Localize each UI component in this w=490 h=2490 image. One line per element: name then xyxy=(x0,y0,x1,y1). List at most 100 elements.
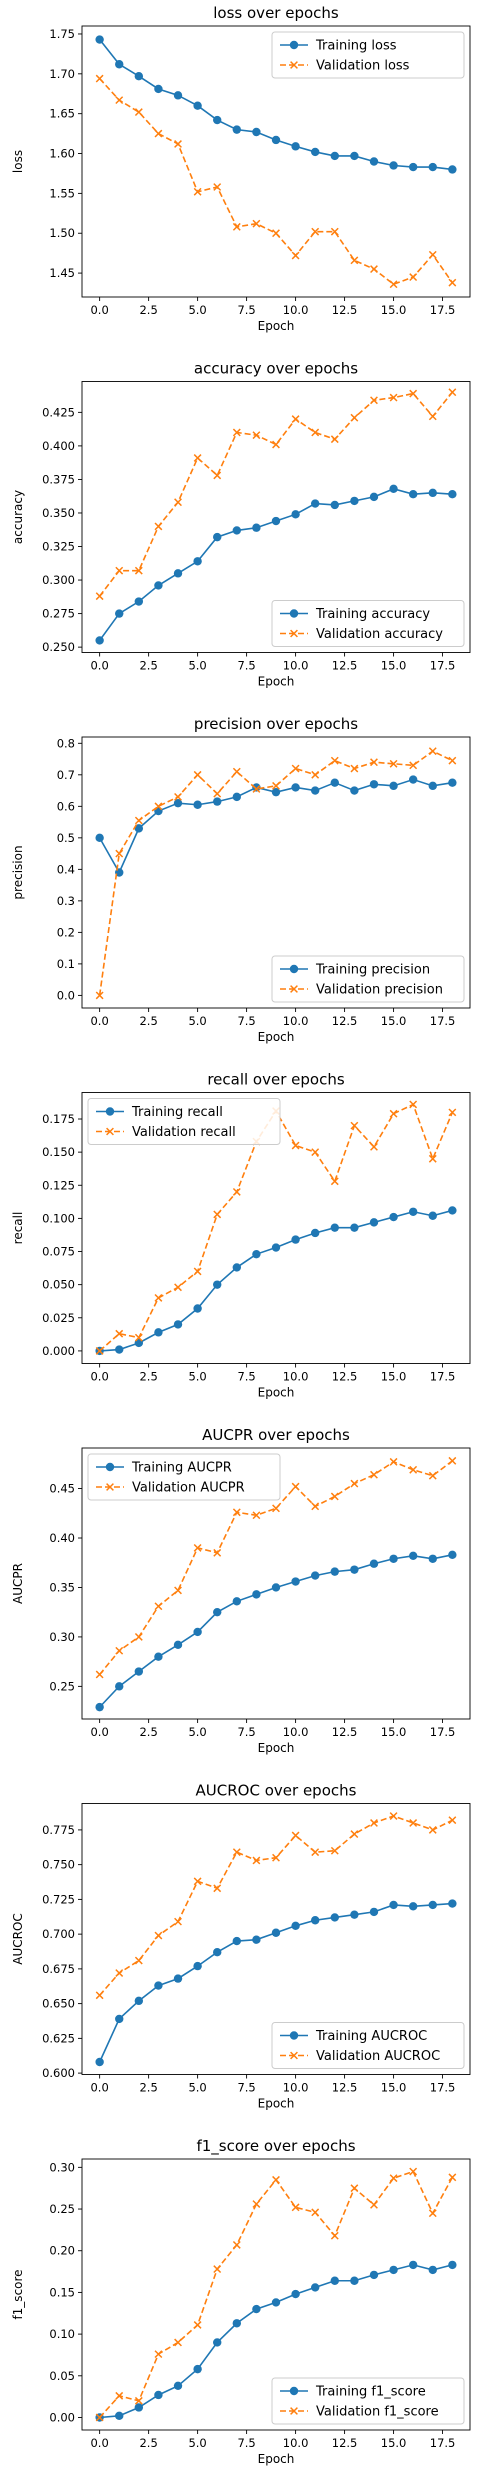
y-tick-label: 0.175 xyxy=(42,1112,75,1126)
x-tick-label: 0.0 xyxy=(90,2081,108,2095)
data-point-validation xyxy=(370,1819,378,1827)
data-point-validation xyxy=(213,1548,222,1557)
data-point-validation xyxy=(272,2175,280,2184)
data-point-training xyxy=(134,597,144,606)
chart-title: recall over epochs xyxy=(207,1071,345,1089)
data-point-validation xyxy=(428,412,437,421)
data-point-validation xyxy=(291,2203,300,2212)
legend-label-validation: Validation accuracy xyxy=(316,627,443,642)
data-point-training xyxy=(173,1640,183,1650)
y-tick-label: 0.300 xyxy=(42,573,75,587)
x-axis-label: Epoch xyxy=(258,1386,295,1400)
data-point-training xyxy=(193,1961,202,1971)
x-tick-label: 17.5 xyxy=(430,2081,456,2095)
data-point-training xyxy=(232,1597,242,1606)
legend: Training AUCPR Validation AUCPR xyxy=(87,1453,281,1501)
x-tick-label: 2.5 xyxy=(139,1725,157,1739)
data-point-validation xyxy=(409,1819,418,1827)
x-tick-label: 7.5 xyxy=(237,2081,255,2095)
x-tick-label: 2.5 xyxy=(139,2436,157,2450)
x-tick-label: 15.0 xyxy=(381,303,407,317)
y-axis-label: recall xyxy=(11,1212,25,1245)
data-point-validation xyxy=(350,764,359,773)
data-point-training xyxy=(330,1223,339,1232)
data-point-validation xyxy=(272,1853,280,1862)
y-axis-label: AUCROC xyxy=(11,1913,25,1965)
x-axis-label: Epoch xyxy=(258,1030,295,1044)
data-point-training xyxy=(173,569,183,578)
data-point-validation xyxy=(272,229,280,238)
data-point-training xyxy=(154,1981,163,1990)
y-axis-label: accuracy xyxy=(11,490,25,544)
y-tick-label: 0.45 xyxy=(49,1482,75,1496)
y-tick-label: 0.775 xyxy=(42,1823,75,1837)
x-tick-label: 2.5 xyxy=(139,2081,157,2095)
x-axis-label: Epoch xyxy=(258,2097,295,2111)
legend-box xyxy=(271,600,465,647)
x-axis-label: Epoch xyxy=(258,675,295,689)
data-point-validation xyxy=(134,566,143,575)
data-point-validation xyxy=(409,2167,418,2176)
x-tick-label: 10.0 xyxy=(283,659,309,673)
legend-marker-training xyxy=(105,1462,115,1472)
data-point-training xyxy=(271,516,281,526)
data-point-training xyxy=(389,1900,398,1910)
data-point-validation xyxy=(409,1100,418,1109)
data-point-training xyxy=(408,162,418,172)
x-tick-label: 2.5 xyxy=(139,659,157,673)
data-point-training xyxy=(271,2298,281,2307)
y-tick-label: 0.30 xyxy=(49,2160,75,2174)
data-point-training xyxy=(330,500,339,510)
data-point-training xyxy=(428,2265,437,2275)
x-tick-label: 2.5 xyxy=(139,1370,157,1384)
data-point-training xyxy=(389,781,398,791)
y-tick-label: 0.1 xyxy=(57,957,75,971)
data-point-training xyxy=(193,2364,202,2374)
data-point-validation xyxy=(291,1831,300,1840)
data-point-training xyxy=(193,800,202,809)
data-point-validation xyxy=(252,219,261,228)
data-point-validation xyxy=(409,273,418,282)
x-tick-label: 0.0 xyxy=(90,1370,108,1384)
data-point-validation xyxy=(350,413,359,422)
data-point-training xyxy=(232,1263,242,1272)
data-point-training xyxy=(134,1667,144,1676)
data-point-validation xyxy=(213,183,222,191)
y-tick-label: 1.70 xyxy=(49,67,75,81)
data-point-training xyxy=(271,1243,281,1252)
x-tick-label: 7.5 xyxy=(237,1725,255,1739)
legend-box xyxy=(271,2022,465,2069)
x-tick-label: 5.0 xyxy=(188,1014,206,1028)
data-point-training xyxy=(448,1899,457,1908)
y-tick-label: 0.075 xyxy=(42,1245,75,1259)
x-tick-label: 12.5 xyxy=(332,303,358,317)
y-tick-label: 0.00 xyxy=(49,2410,75,2424)
data-point-training xyxy=(350,1223,359,1232)
chart-aucpr: AUCPR over epochs 0.0 2.5 5.0 7.5 10.0 12.5 15.… xyxy=(11,1426,471,1755)
y-tick-label: 0.600 xyxy=(42,2066,75,2080)
data-point-validation xyxy=(291,415,300,423)
data-point-training xyxy=(291,1235,300,1244)
legend-label-training: Training f1_score xyxy=(315,2385,426,2400)
data-point-validation xyxy=(428,1154,437,1163)
data-point-validation xyxy=(330,1177,339,1186)
data-point-training xyxy=(271,135,281,145)
data-point-training xyxy=(408,489,418,499)
data-point-training xyxy=(173,1974,183,1983)
x-tick-label: 10.0 xyxy=(283,1014,309,1028)
plot-frame xyxy=(81,2158,471,2431)
legend-marker-training xyxy=(289,964,299,974)
data-point-training xyxy=(193,1304,202,1313)
data-point-validation xyxy=(232,1187,241,1196)
data-point-training xyxy=(232,526,242,535)
x-tick-label: 15.0 xyxy=(381,1370,407,1384)
data-point-training xyxy=(291,142,300,151)
data-point-validation xyxy=(174,1586,182,1595)
y-axis-label: precision xyxy=(11,845,25,899)
data-point-validation xyxy=(448,388,457,397)
x-tick-label: 7.5 xyxy=(237,303,255,317)
legend-box xyxy=(87,1098,281,1145)
data-point-validation xyxy=(252,1856,261,1865)
y-tick-label: 0.425 xyxy=(42,405,75,419)
y-tick-label: 1.75 xyxy=(49,27,75,41)
